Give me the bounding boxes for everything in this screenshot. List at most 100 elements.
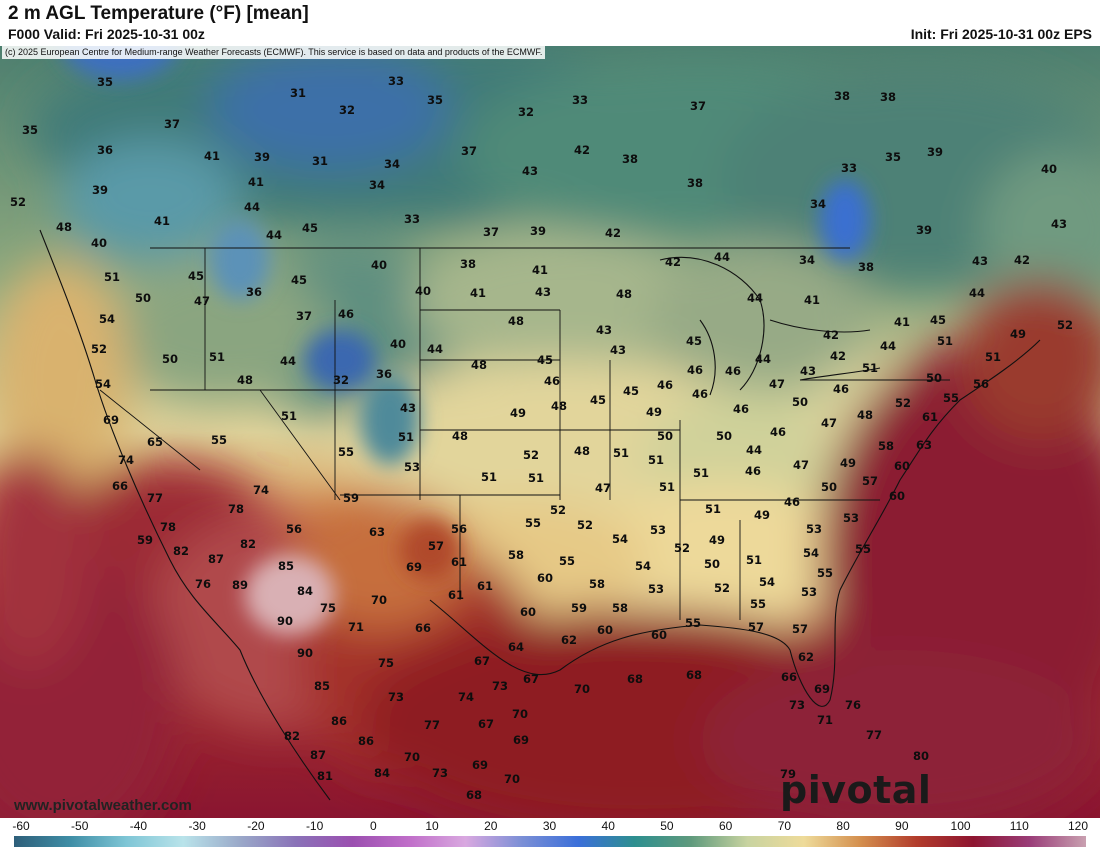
temperature-value: 43 xyxy=(800,364,816,378)
temperature-value: 65 xyxy=(147,435,163,449)
temperature-value: 69 xyxy=(472,758,488,772)
temperature-value: 62 xyxy=(798,650,814,664)
temperature-value: 86 xyxy=(358,734,374,748)
temperature-value: 54 xyxy=(759,575,775,589)
temperature-value: 89 xyxy=(232,578,248,592)
temperature-value: 37 xyxy=(690,99,706,113)
temperature-value: 51 xyxy=(481,470,497,484)
temperature-value: 70 xyxy=(574,682,590,696)
temperature-map[interactable]: 35 33 31 32 35 33 32 37 38 38 35 37 36 41 39 31 34 37 42 38… xyxy=(0,46,1100,818)
temperature-value: 63 xyxy=(369,525,385,539)
colorbar-tick-label: 80 xyxy=(836,819,850,833)
temperature-value: 51 xyxy=(613,446,629,460)
temperature-value: 35 xyxy=(97,75,113,89)
temperature-value: 61 xyxy=(922,410,938,424)
temperature-value: 69 xyxy=(103,413,119,427)
colorbar-tick-label: 70 xyxy=(777,819,792,833)
temperature-value: 53 xyxy=(648,582,664,596)
temperature-value: 49 xyxy=(709,533,725,547)
temperature-value: 90 xyxy=(277,614,293,628)
temperature-value: 53 xyxy=(843,511,859,525)
temperature-value: 84 xyxy=(297,584,313,598)
temperature-value: 51 xyxy=(705,502,721,516)
temperature-points: 35 33 31 32 35 33 32 37 38 38 35 37 36 41 39 31 34 37 42 38… xyxy=(10,74,1073,802)
temperature-value: 45 xyxy=(537,353,553,367)
temperature-value: 86 xyxy=(331,714,347,728)
temperature-value: 54 xyxy=(612,532,628,546)
temperature-value: 50 xyxy=(821,480,837,494)
temperature-value: 48 xyxy=(616,287,632,301)
temperature-value: 54 xyxy=(95,377,111,391)
temperature-value: 78 xyxy=(160,520,176,534)
colorbar-tick-label: -30 xyxy=(188,819,206,833)
temperature-value: 59 xyxy=(343,491,359,505)
temperature-value: 44 xyxy=(880,339,896,353)
temperature-value: 55 xyxy=(750,597,766,611)
temperature-value: 74 xyxy=(253,483,269,497)
temperature-value: 58 xyxy=(589,577,605,591)
temperature-value: 44 xyxy=(244,200,260,214)
temperature-value: 45 xyxy=(291,273,307,287)
temperature-value: 71 xyxy=(348,620,364,634)
temperature-value: 33 xyxy=(404,212,420,226)
temperature-value: 31 xyxy=(290,86,306,100)
temperature-value: 37 xyxy=(483,225,499,239)
temperature-value: 34 xyxy=(799,253,815,267)
temperature-value: 40 xyxy=(371,258,387,272)
temperature-value: 51 xyxy=(398,430,414,444)
temperature-value: 47 xyxy=(793,458,809,472)
temperature-value: 63 xyxy=(916,438,932,452)
temperature-value: 51 xyxy=(693,466,709,480)
colorbar-tick-label: 110 xyxy=(1009,819,1029,833)
temperature-value: 47 xyxy=(194,294,210,308)
temperature-value: 74 xyxy=(458,690,474,704)
temperature-value: 45 xyxy=(686,334,702,348)
temperature-value: 43 xyxy=(972,254,988,268)
temperature-value: 45 xyxy=(623,384,639,398)
temperature-value: 33 xyxy=(841,161,857,175)
temperature-value: 51 xyxy=(659,480,675,494)
temperature-value: 46 xyxy=(544,374,560,388)
temperature-value: 80 xyxy=(913,749,929,763)
temperature-value: 51 xyxy=(648,453,664,467)
temperature-value: 64 xyxy=(508,640,524,654)
temperature-value: 48 xyxy=(574,444,590,458)
temperature-value: 85 xyxy=(314,679,330,693)
temperature-value: 41 xyxy=(154,214,170,228)
temperature-value: 53 xyxy=(404,460,420,474)
temperature-value: 85 xyxy=(278,559,294,573)
temperature-value: 48 xyxy=(237,373,253,387)
temperature-value: 58 xyxy=(508,548,524,562)
temperature-value: 70 xyxy=(371,593,387,607)
temperature-value: 51 xyxy=(104,270,120,284)
coastlines xyxy=(39,229,1041,801)
temperature-value: 52 xyxy=(1057,318,1073,332)
temperature-value: 31 xyxy=(312,154,328,168)
colorbar-tick-label: -40 xyxy=(129,819,148,833)
temperature-value: 55 xyxy=(559,554,575,568)
temperature-value: 57 xyxy=(792,622,808,636)
temperature-value: 53 xyxy=(650,523,666,537)
colorbar-ticks: -60 -50 -40 -30 -20 -10 0 10 20 30 40 50 60 70 80 90 100… xyxy=(0,818,1100,834)
colorbar-tick-label: -20 xyxy=(247,819,265,833)
temperature-value: 34 xyxy=(810,197,826,211)
temperature-value: 90 xyxy=(297,646,313,660)
temperature-value: 51 xyxy=(937,334,953,348)
temperature-value: 36 xyxy=(376,367,392,381)
temperature-value: 70 xyxy=(512,707,528,721)
temperature-value: 77 xyxy=(147,491,163,505)
temperature-value: 36 xyxy=(246,285,262,299)
temperature-value: 45 xyxy=(302,221,318,235)
temperature-value: 46 xyxy=(770,425,786,439)
temperature-value: 42 xyxy=(605,226,621,240)
temperature-value: 79 xyxy=(780,767,796,781)
footer-url-link[interactable]: www.pivotalweather.com xyxy=(14,797,192,814)
temperature-value: 38 xyxy=(687,176,703,190)
temperature-value: 36 xyxy=(97,143,113,157)
temperature-value: 57 xyxy=(428,539,444,553)
temperature-value: 52 xyxy=(523,448,539,462)
temperature-value: 82 xyxy=(173,544,189,558)
temperature-value: 52 xyxy=(91,342,107,356)
temperature-value: 69 xyxy=(814,682,830,696)
temperature-value: 39 xyxy=(916,223,932,237)
